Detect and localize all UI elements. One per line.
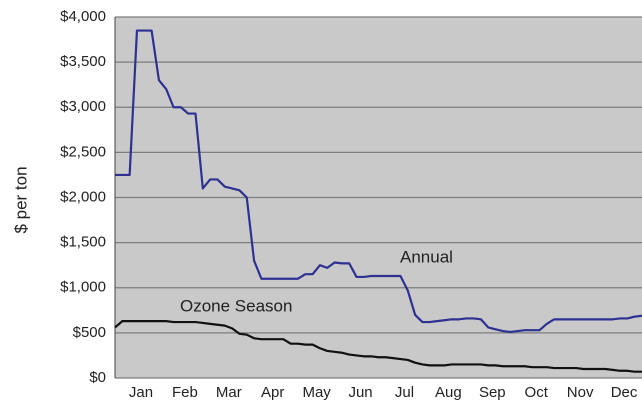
x-tick-label: Feb [172, 384, 198, 401]
series-label: Annual [400, 247, 453, 266]
x-tick-label: May [302, 384, 331, 401]
x-tick-label: Dec [611, 384, 638, 401]
y-tick-label: $500 [73, 324, 106, 341]
x-tick-label: Oct [525, 384, 549, 401]
y-tick-label: $2,500 [60, 143, 106, 160]
y-tick-label: $0 [89, 369, 106, 386]
line-series [114, 320, 642, 373]
x-tick-label: Nov [567, 384, 594, 401]
y-tick-label: $1,000 [60, 279, 106, 296]
x-tick-label: Jun [348, 384, 372, 401]
line-series [115, 29, 642, 334]
x-tick-label: Sep [479, 384, 506, 401]
x-tick-label: Aug [435, 384, 462, 401]
y-tick-label: $1,500 [60, 234, 106, 251]
x-tick-label: Mar [216, 384, 242, 401]
y-tick-label: $3,500 [60, 53, 106, 70]
series-label: Ozone Season [180, 296, 292, 315]
y-tick-label: $2,000 [60, 188, 106, 205]
x-tick-label: Apr [261, 384, 284, 401]
y-tick-label: $4,000 [60, 8, 106, 25]
x-tick-label: Jul [395, 384, 414, 401]
y-tick-label: $3,000 [60, 98, 106, 115]
x-tick-label: Jan [129, 384, 153, 401]
y-axis-label: $ per ton [11, 166, 30, 233]
